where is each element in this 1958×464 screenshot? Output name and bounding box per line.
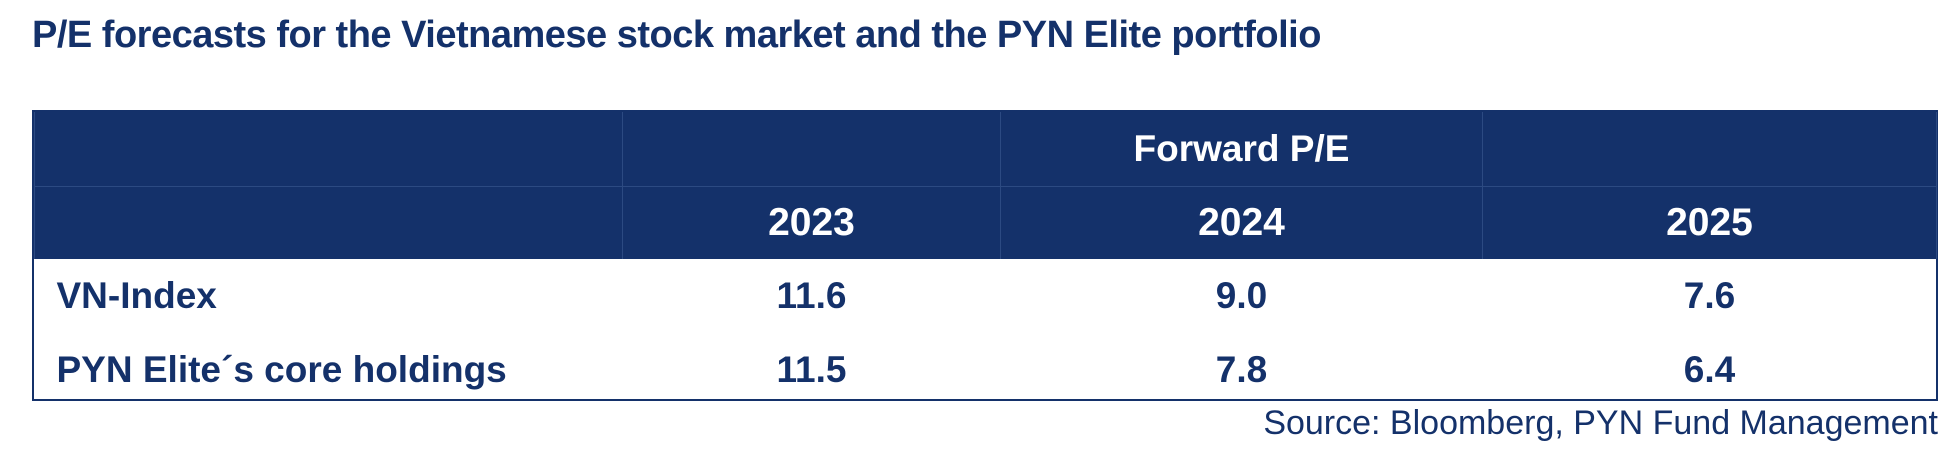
table-row: VN-Index 11.6 9.0 7.6	[35, 259, 1937, 333]
row-label-vn-index: VN-Index	[56, 275, 217, 316]
pe-forecast-table: Forward P/E 2023 2024 2025 VN-Index 11.6…	[32, 110, 1938, 401]
pe-table: Forward P/E 2023 2024 2025 VN-Index 11.6…	[34, 112, 1937, 407]
year-header-2024: 2024	[1000, 186, 1483, 259]
table-cell: 6.4	[1683, 349, 1736, 390]
table-cell: 9.0	[1215, 275, 1268, 316]
table-cell: 7.6	[1683, 275, 1736, 316]
row-label-pyn-elite: PYN Elite´s core holdings	[56, 349, 507, 390]
year-header-2023: 2023	[622, 186, 1001, 259]
table-cell: 11.5	[776, 349, 847, 390]
table-body: VN-Index 11.6 9.0 7.6 PYN Elite´s core h…	[35, 259, 1937, 407]
table-row: PYN Elite´s core holdings 11.5 7.8 6.4	[35, 333, 1937, 407]
year-header-2025: 2025	[1482, 186, 1937, 259]
forward-pe-header: Forward P/E	[1000, 112, 1483, 187]
page-title: P/E forecasts for the Vietnamese stock m…	[32, 14, 1321, 56]
table-cell: 11.6	[776, 275, 847, 316]
source-note: Source: Bloomberg, PYN Fund Management	[1263, 404, 1938, 442]
header-empty-cell	[1482, 112, 1937, 187]
header-empty-cell	[622, 112, 1001, 187]
header-empty-cell	[34, 186, 623, 259]
header-empty-cell	[34, 112, 623, 187]
header-row-group: Forward P/E	[34, 112, 1937, 187]
table-header: Forward P/E 2023 2024 2025	[34, 112, 1937, 259]
table-cell: 7.8	[1215, 349, 1268, 390]
header-row-years: 2023 2024 2025	[34, 186, 1937, 259]
